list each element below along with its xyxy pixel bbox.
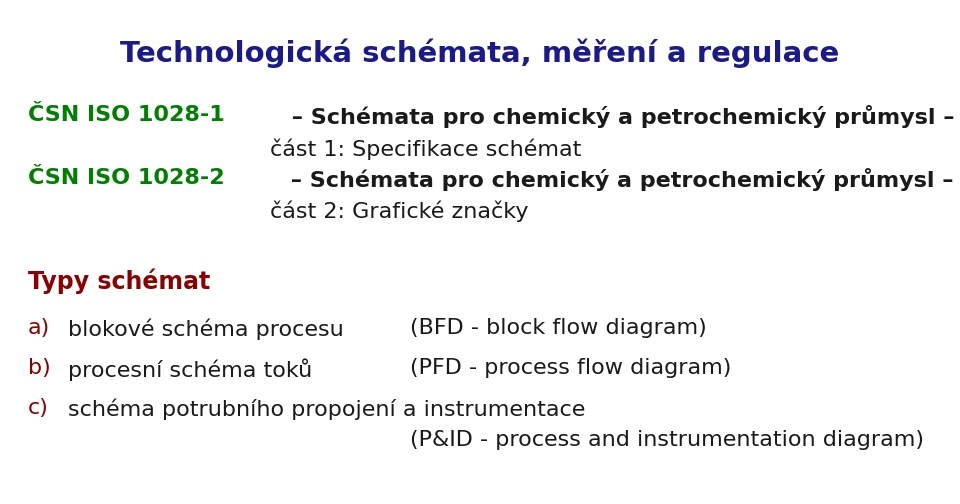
- Text: b): b): [28, 358, 51, 378]
- Text: Technologická schémata, měření a regulace: Technologická schémata, měření a regulac…: [120, 38, 840, 68]
- Text: a): a): [28, 318, 50, 338]
- Text: (BFD - block flow diagram): (BFD - block flow diagram): [410, 318, 707, 338]
- Text: c): c): [28, 398, 49, 418]
- Text: část 1: Specifikace schémat: část 1: Specifikace schémat: [270, 138, 582, 159]
- Text: (P&ID - process and instrumentation diagram): (P&ID - process and instrumentation diag…: [410, 430, 924, 450]
- Text: – Schémata pro chemický a petrochemický průmysl –: – Schémata pro chemický a petrochemický …: [283, 105, 954, 128]
- Text: ČSN ISO 1028-2: ČSN ISO 1028-2: [28, 168, 225, 188]
- Text: (PFD - process flow diagram): (PFD - process flow diagram): [410, 358, 732, 378]
- Text: – Schémata pro chemický a petrochemický průmysl –: – Schémata pro chemický a petrochemický …: [283, 168, 954, 191]
- Text: schéma potrubního propojení a instrumentace: schéma potrubního propojení a instrument…: [68, 398, 586, 419]
- Text: procesní schéma toků: procesní schéma toků: [68, 358, 312, 381]
- Text: blokové schéma procesu: blokové schéma procesu: [68, 318, 344, 340]
- Text: ČSN ISO 1028-1: ČSN ISO 1028-1: [28, 105, 225, 125]
- Text: část 2: Grafické značky: část 2: Grafické značky: [270, 200, 529, 221]
- Text: Typy schémat: Typy schémat: [28, 268, 210, 293]
